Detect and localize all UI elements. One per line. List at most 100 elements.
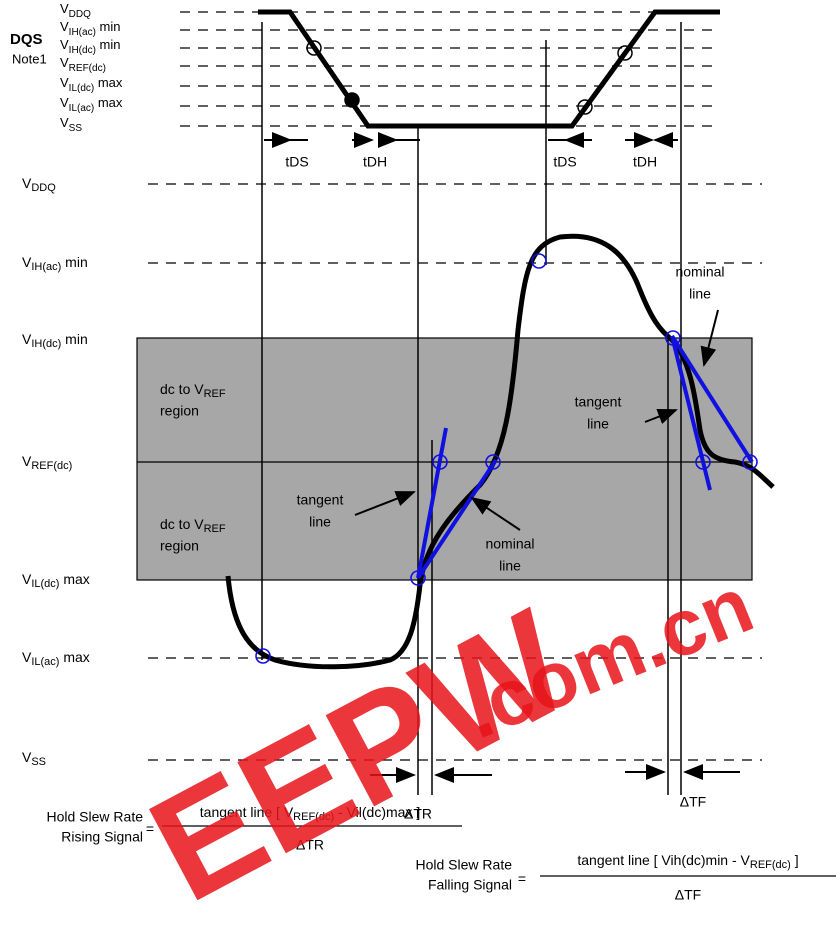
label-sub: DDQ xyxy=(69,9,91,20)
label-sub: SS xyxy=(31,756,46,768)
label-suffix: - Vil(dc)max ] xyxy=(334,804,420,820)
label: Hold Slew Rate xyxy=(416,857,513,873)
label: = xyxy=(146,821,154,837)
label-base: V xyxy=(22,331,32,347)
label-base: V xyxy=(22,254,32,270)
slew-lines xyxy=(416,334,754,580)
label-base: V xyxy=(60,95,69,110)
dqs-waveform xyxy=(258,9,720,129)
label-base: V xyxy=(22,649,32,665)
label-base: V xyxy=(60,115,69,130)
rich-label: VSS xyxy=(22,749,46,768)
label-sub: IH(dc) xyxy=(69,45,96,56)
rich-label: dc to VREF xyxy=(160,516,226,535)
rich-label: VIH(ac) min xyxy=(60,19,120,37)
label: ΔTF xyxy=(675,887,701,903)
label: = xyxy=(518,871,526,887)
label-sub: REF(dc) xyxy=(69,63,106,74)
label-sub: DDQ xyxy=(31,182,56,194)
dqs-crossings xyxy=(306,40,633,115)
label-sub: IH(dc) xyxy=(31,338,61,350)
label-suffix: max xyxy=(59,649,89,665)
label: tDS xyxy=(285,154,308,170)
label-base: V xyxy=(60,75,69,90)
label-sub: IH(ac) xyxy=(69,27,96,38)
label: line xyxy=(587,416,609,432)
label: nominal xyxy=(675,264,724,280)
rich-label: VIL(ac) max xyxy=(60,95,123,113)
rich-label: VIL(ac) max xyxy=(22,649,90,668)
label-base: V xyxy=(60,37,69,52)
label-suffix: max xyxy=(94,75,123,90)
label: Hold Slew Rate xyxy=(47,809,144,825)
signal-level-lines xyxy=(148,183,762,761)
label: line xyxy=(689,286,711,302)
label-suffix: min xyxy=(96,19,121,34)
rich-label: VIL(dc) max xyxy=(60,75,123,93)
label-suffix: max xyxy=(94,95,123,110)
slew-points xyxy=(255,253,758,664)
label-sub: REF xyxy=(204,523,226,535)
rich-label: VIH(dc) min xyxy=(60,37,120,55)
label: Falling Signal xyxy=(428,877,512,893)
label-base: tangent line [ Vih(dc)min - V xyxy=(577,852,750,868)
rich-label: tangent line [ VREF(dc) - Vil(dc)max ] xyxy=(200,804,420,823)
dqs-level-lines xyxy=(180,11,720,127)
label-base: V xyxy=(22,571,32,587)
label: region xyxy=(160,403,199,419)
label: tangent xyxy=(575,394,622,410)
label-sub: REF xyxy=(204,388,226,400)
label-suffix: min xyxy=(61,254,87,270)
label: tDH xyxy=(633,154,657,170)
label: ΔTR xyxy=(296,837,324,853)
label-suffix: min xyxy=(96,37,121,52)
label-sub: SS xyxy=(69,123,83,134)
rich-label: tangent line [ Vih(dc)min - VREF(dc) ] xyxy=(577,852,798,871)
label: line xyxy=(309,514,331,530)
label: Rising Signal xyxy=(61,829,143,845)
label-base: V xyxy=(60,55,69,70)
rich-label: VSS xyxy=(60,115,82,133)
label-sub: REF(dc) xyxy=(31,460,72,472)
signal-curve xyxy=(225,233,775,670)
label: Note1 xyxy=(12,51,47,66)
rich-label: VIL(dc) max xyxy=(22,571,90,590)
label: line xyxy=(499,558,521,574)
label-sub: IL(ac) xyxy=(31,656,59,668)
label: nominal xyxy=(485,536,534,552)
label: region xyxy=(160,538,199,554)
label-base: V xyxy=(22,175,32,191)
label-base: dc to V xyxy=(160,381,204,397)
label-sub: REF(dc) xyxy=(750,859,791,871)
label-base: tangent line [ V xyxy=(200,804,294,820)
rich-label: dc to VREF xyxy=(160,381,226,400)
label: tDS xyxy=(553,154,576,170)
rich-label: VIH(ac) min xyxy=(22,254,88,273)
label-suffix: min xyxy=(61,331,87,347)
rich-label: VDDQ xyxy=(22,175,56,194)
label-base: V xyxy=(60,19,69,34)
label-suffix: ] xyxy=(791,852,799,868)
label: DQS xyxy=(10,31,43,48)
annotation-arrows xyxy=(354,309,740,783)
label-base: V xyxy=(22,749,32,765)
rich-label: VREF(dc) xyxy=(22,453,72,472)
label-sub: REF(dc) xyxy=(293,811,334,823)
label-sub: IL(dc) xyxy=(31,578,59,590)
label-sub: IH(ac) xyxy=(31,261,61,273)
label-suffix: max xyxy=(59,571,89,587)
label-base: dc to V xyxy=(160,516,204,532)
region-box xyxy=(136,337,753,581)
rich-label: VIH(dc) min xyxy=(22,331,88,350)
label: ΔTR xyxy=(404,806,432,822)
label: tangent xyxy=(297,492,344,508)
label-base: V xyxy=(60,1,69,16)
label-base: V xyxy=(22,453,32,469)
rich-label: VREF(dc) xyxy=(60,55,106,73)
rich-label: VDDQ xyxy=(60,1,91,19)
label: ΔTF xyxy=(680,794,706,810)
label-sub: IL(dc) xyxy=(69,83,95,94)
label-sub: IL(ac) xyxy=(69,103,95,114)
label: tDH xyxy=(363,154,387,170)
